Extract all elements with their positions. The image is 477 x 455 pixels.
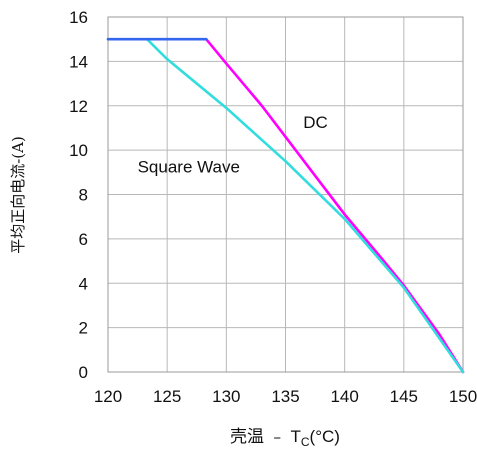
annotations: DC Square Wave <box>138 113 328 176</box>
y-axis-label: 平均正向电流-(A) <box>9 136 27 254</box>
y-tick-label: 14 <box>69 52 88 71</box>
series-square-wave-line <box>145 37 465 374</box>
x-tick-label: 130 <box>212 387 240 406</box>
x-tick-label: 125 <box>153 387 181 406</box>
series-layer <box>106 37 465 374</box>
y-tick-label: 6 <box>79 230 88 249</box>
grid <box>107 16 464 373</box>
x-tick-label: 150 <box>449 387 477 406</box>
x-tick-label: 140 <box>330 387 358 406</box>
x-tick-label: 145 <box>390 387 418 406</box>
x-axis-label: 壳温 ﹣ TC(°C) <box>230 427 340 449</box>
annotation-square-wave: Square Wave <box>138 157 240 176</box>
y-tick-label: 0 <box>79 363 88 382</box>
x-tick-label: 120 <box>94 387 122 406</box>
y-tick-label: 2 <box>79 319 88 338</box>
tick-labels: 120 125 130 135 140 145 150 0 2 4 6 8 10 12 14 16 <box>69 8 477 406</box>
y-tick-label: 10 <box>69 141 88 160</box>
x-tick-label: 135 <box>271 387 299 406</box>
plot-frame <box>107 16 464 373</box>
y-tick-label: 16 <box>69 8 88 27</box>
series-dc-line <box>204 37 465 374</box>
annotation-dc: DC <box>303 113 328 132</box>
y-tick-label: 8 <box>79 186 88 205</box>
y-tick-label: 4 <box>79 274 88 293</box>
y-tick-label: 12 <box>69 97 88 116</box>
